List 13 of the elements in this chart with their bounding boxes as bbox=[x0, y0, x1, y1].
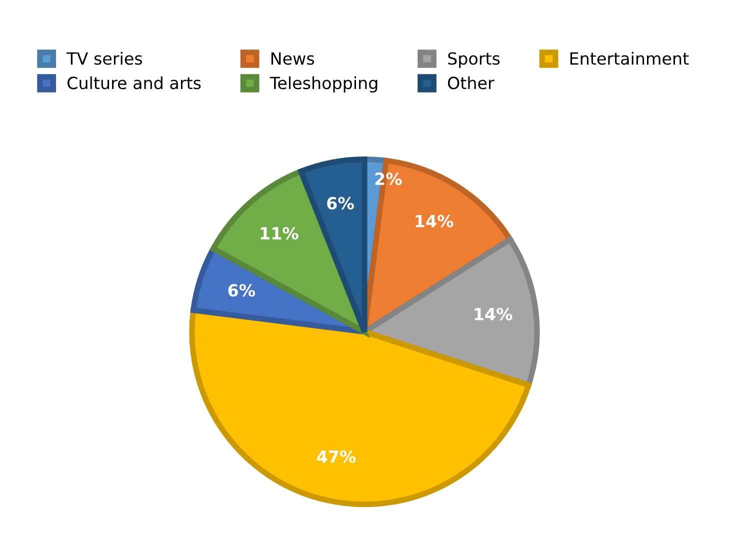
data-label: 6% bbox=[228, 284, 256, 297]
data-label: 6% bbox=[327, 196, 354, 210]
data-label: 47% bbox=[317, 450, 356, 463]
legend-label: Culture and arts bbox=[68, 76, 201, 90]
legend-label: TV series bbox=[66, 52, 142, 65]
data-label: 14% bbox=[416, 214, 454, 228]
legend-label: Other bbox=[448, 76, 494, 90]
legend-label: News bbox=[271, 52, 314, 65]
data-label: 11% bbox=[260, 226, 298, 240]
legend-label: Sports bbox=[448, 52, 500, 68]
legend-label: Entertainment bbox=[570, 52, 689, 65]
legend-label: Teleshopping bbox=[270, 76, 378, 93]
data-label: 14% bbox=[474, 308, 512, 320]
